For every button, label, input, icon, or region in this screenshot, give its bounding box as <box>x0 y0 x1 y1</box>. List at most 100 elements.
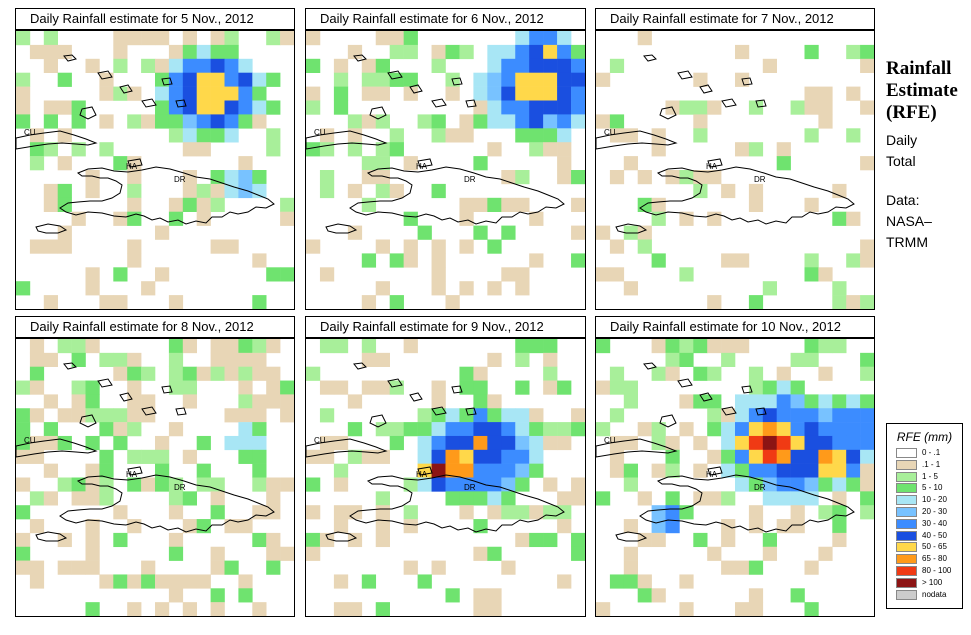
rain-cell <box>389 44 404 60</box>
rain-cell <box>29 156 45 171</box>
rain-cell <box>804 352 819 367</box>
rain-cell <box>557 142 572 157</box>
rain-cell <box>501 197 516 212</box>
rain-cell <box>375 380 390 395</box>
rain-cell <box>487 100 502 115</box>
rain-grid <box>306 31 585 309</box>
rain-cell <box>637 225 652 240</box>
legend-item: 80 - 100 <box>887 565 962 577</box>
rain-cell <box>596 422 611 437</box>
rain-cell <box>609 267 625 282</box>
rain-cell <box>361 114 377 129</box>
rain-cell <box>818 477 833 492</box>
rain-cell <box>804 449 819 464</box>
panel-title: Daily Rainfall estimate for 5 Nov., 2012 <box>15 8 295 30</box>
rain-cell <box>707 170 722 185</box>
rain-cell <box>804 86 819 101</box>
rain-cell <box>403 86 418 101</box>
rain-cell <box>790 100 805 115</box>
coastline-path <box>349 166 565 225</box>
rain-cell <box>113 156 128 171</box>
rain-cell <box>347 532 363 548</box>
legend-swatch <box>896 530 917 541</box>
rain-cell <box>818 435 833 451</box>
rain-cell <box>790 519 805 534</box>
rain-cell <box>487 114 502 129</box>
rain-cell <box>623 546 638 561</box>
rain-cell <box>85 491 100 506</box>
rain-cell <box>543 477 558 492</box>
rain-cell <box>860 44 874 60</box>
coastline-path <box>306 130 388 150</box>
rain-cell <box>609 58 625 73</box>
rain-cell <box>473 225 488 240</box>
rain-cell <box>431 253 446 268</box>
rain-cell <box>543 142 558 157</box>
coastline-path <box>417 466 433 476</box>
rain-cell <box>707 422 722 437</box>
rain-cell <box>347 505 363 520</box>
source-line: TRMM <box>886 234 928 250</box>
rain-cell <box>319 408 335 423</box>
rain-cell <box>515 352 530 367</box>
rain-cell <box>266 267 281 282</box>
rain-cell <box>651 588 666 603</box>
coastline-path <box>721 98 737 108</box>
coastline-path <box>141 98 157 108</box>
rain-cell <box>280 380 294 395</box>
rain-cell <box>333 100 349 115</box>
legend-item: 65 - 80 <box>887 553 962 565</box>
coastlines <box>16 362 275 542</box>
rain-cell <box>473 100 488 115</box>
rain-cell <box>665 449 680 464</box>
rain-cell <box>860 435 874 451</box>
rain-cell <box>596 380 611 395</box>
coastlines <box>306 362 565 542</box>
rain-cell <box>85 339 100 354</box>
country-label-ha: HA <box>706 470 718 479</box>
rain-cell <box>473 197 488 212</box>
rain-cell <box>389 295 404 309</box>
rain-cell <box>529 100 544 115</box>
rain-cell <box>860 366 874 381</box>
rain-cell <box>776 477 791 492</box>
rain-cell <box>375 352 390 367</box>
rain-cell <box>804 435 819 451</box>
legend-swatch <box>896 589 917 600</box>
rain-cell <box>487 546 502 561</box>
rain-cell <box>445 128 460 143</box>
rain-cell <box>43 183 58 199</box>
rain-cell <box>623 394 638 409</box>
rain-cell <box>155 58 170 73</box>
rain-cell <box>306 58 321 73</box>
rain-cell <box>818 86 833 101</box>
rain-cell <box>501 463 516 478</box>
rain-cell <box>543 44 558 60</box>
rain-cell <box>748 183 764 199</box>
rain-cell <box>748 394 764 409</box>
rain-cell <box>182 574 197 589</box>
rain-cell <box>127 366 142 381</box>
rain-cell <box>85 183 100 199</box>
legend-item: 5 - 10 <box>887 482 962 494</box>
coastline-path <box>741 385 753 394</box>
rain-cell <box>99 352 114 367</box>
rain-cell <box>319 267 335 282</box>
rain-cell <box>818 100 833 115</box>
rain-cell <box>141 560 156 575</box>
rain-cell <box>333 339 349 354</box>
rain-cell <box>319 170 335 185</box>
rain-cell <box>473 449 488 464</box>
rain-cell <box>403 72 418 87</box>
rain-cell <box>196 477 211 492</box>
rain-cell <box>473 114 488 129</box>
rain-cell <box>693 394 708 409</box>
rain-grid <box>306 339 585 616</box>
rain-cell <box>651 128 666 143</box>
rain-cell <box>182 142 197 157</box>
rain-cell <box>860 505 874 520</box>
rain-cell <box>127 197 142 212</box>
rain-cell <box>515 197 530 212</box>
rain-cell <box>860 239 874 254</box>
coastline-path <box>409 392 423 402</box>
